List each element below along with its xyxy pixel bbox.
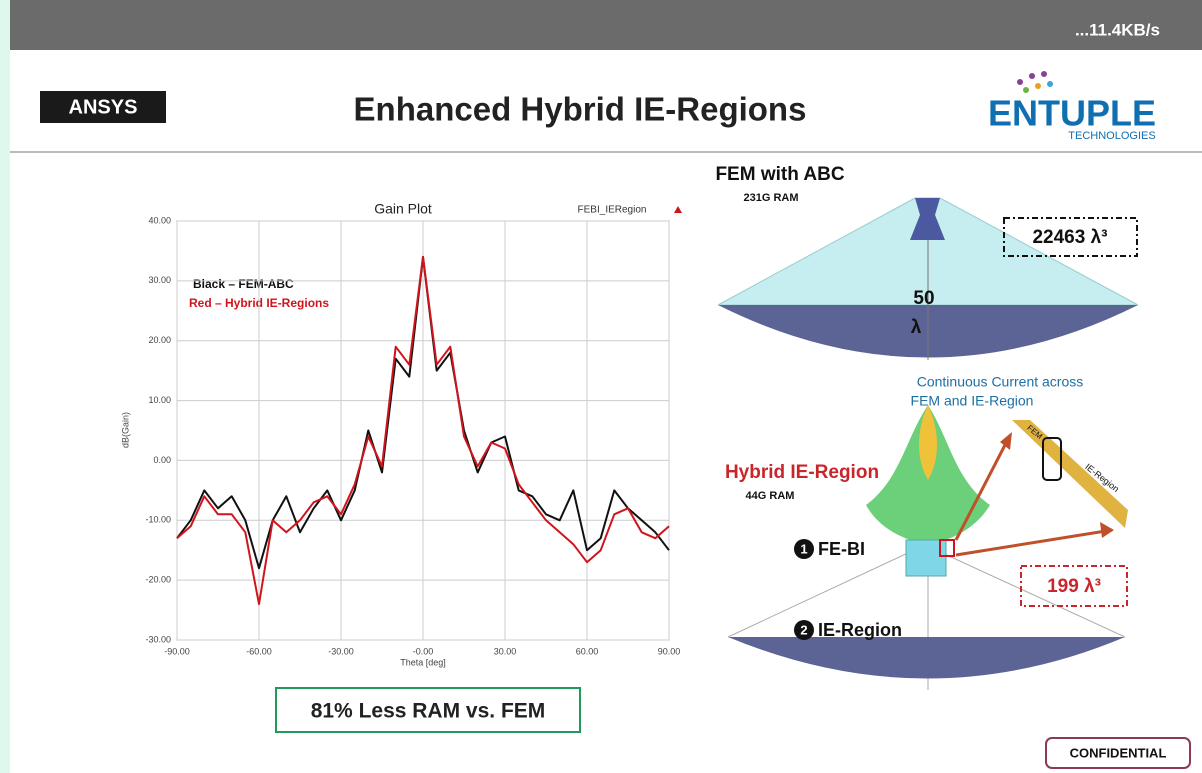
fem-diagram	[717, 197, 1139, 360]
step1-badge	[794, 539, 814, 559]
hybrid-volume: 199 λ³	[1047, 576, 1101, 597]
step1: FE-BI	[818, 539, 865, 559]
step2-badge	[794, 620, 814, 640]
radiation-peak	[919, 405, 937, 480]
feed-top	[910, 198, 945, 240]
annotation-black: Black – FEM-ABC	[193, 277, 294, 291]
strip-marker	[1042, 437, 1062, 481]
gain-plot: Gain Plot FEBI_IERegion Theta [deg] dB(G…	[120, 201, 682, 667]
series-line	[176, 255, 670, 606]
zoom-arrows	[954, 444, 1113, 557]
legend-label: FEBI_IERegion	[578, 205, 647, 216]
x-tick-label: -30.00	[328, 646, 354, 656]
size-num: 50	[913, 288, 934, 309]
step1-num: 1	[800, 541, 807, 556]
x-tick-label: 90.00	[658, 646, 681, 656]
x-tick-label: 30.00	[494, 646, 517, 656]
x-tick-label: -60.00	[246, 646, 272, 656]
hybrid-ram: 44G RAM	[746, 490, 795, 502]
hybrid-diagram	[727, 405, 1128, 690]
slide-title: Enhanced Hybrid IE-Regions	[354, 91, 807, 128]
x-tick-label: -90.00	[164, 646, 190, 656]
status-bar	[10, 0, 1202, 50]
callout: 81% Less RAM vs. FEM	[311, 700, 546, 723]
entuple-sub: TECHNOLOGIES	[1068, 130, 1155, 142]
y-tick-label: 10.00	[148, 395, 171, 405]
zoom-box	[939, 539, 955, 557]
y-tick-label: 40.00	[148, 215, 171, 225]
x-tick-label: -0.00	[413, 646, 434, 656]
current-note: Continuous Current across	[917, 374, 1084, 390]
current-note: FEM and IE-Region	[911, 393, 1034, 409]
entuple-dots	[1017, 71, 1053, 93]
network-speed: ...11.4KB/s	[1075, 20, 1160, 39]
fem-ram: 231G RAM	[743, 192, 798, 204]
chart-title: Gain Plot	[374, 201, 432, 217]
x-tick-label: 60.00	[576, 646, 599, 656]
current-strip	[1012, 420, 1128, 528]
y-tick-label: 30.00	[148, 275, 171, 285]
y-tick-label: -30.00	[145, 634, 171, 644]
legend-marker	[674, 206, 682, 213]
dish-bottom	[728, 637, 1125, 679]
hybrid-volume-box	[1020, 565, 1128, 607]
confidential-box	[1045, 737, 1191, 769]
y-axis-label: dB(Gain)	[120, 412, 130, 448]
fem-title: FEM with ABC	[715, 164, 844, 185]
y-tick-label: -20.00	[145, 575, 171, 585]
y-tick-label: -10.00	[145, 515, 171, 525]
x-axis-label: Theta [deg]	[400, 657, 446, 667]
ansys-logo-bg	[40, 91, 166, 123]
y-tick-label: 0.00	[153, 455, 171, 465]
fem-volume-box	[1003, 217, 1138, 257]
step2-num: 2	[800, 622, 807, 637]
fem-volume: 22463 λ³	[1032, 227, 1107, 248]
arrow-heads	[1000, 432, 1114, 538]
hybrid-title: Hybrid IE-Region	[725, 462, 879, 483]
step2: IE-Region	[818, 620, 902, 640]
size-unit: λ	[911, 317, 922, 338]
entuple-logo: ENTUPLE	[988, 93, 1156, 134]
ansys-logo: ANSYS	[69, 96, 138, 118]
confidential: CONFIDENTIAL	[1070, 745, 1167, 760]
y-tick-label: 20.00	[148, 335, 171, 345]
callout-box	[275, 687, 581, 733]
